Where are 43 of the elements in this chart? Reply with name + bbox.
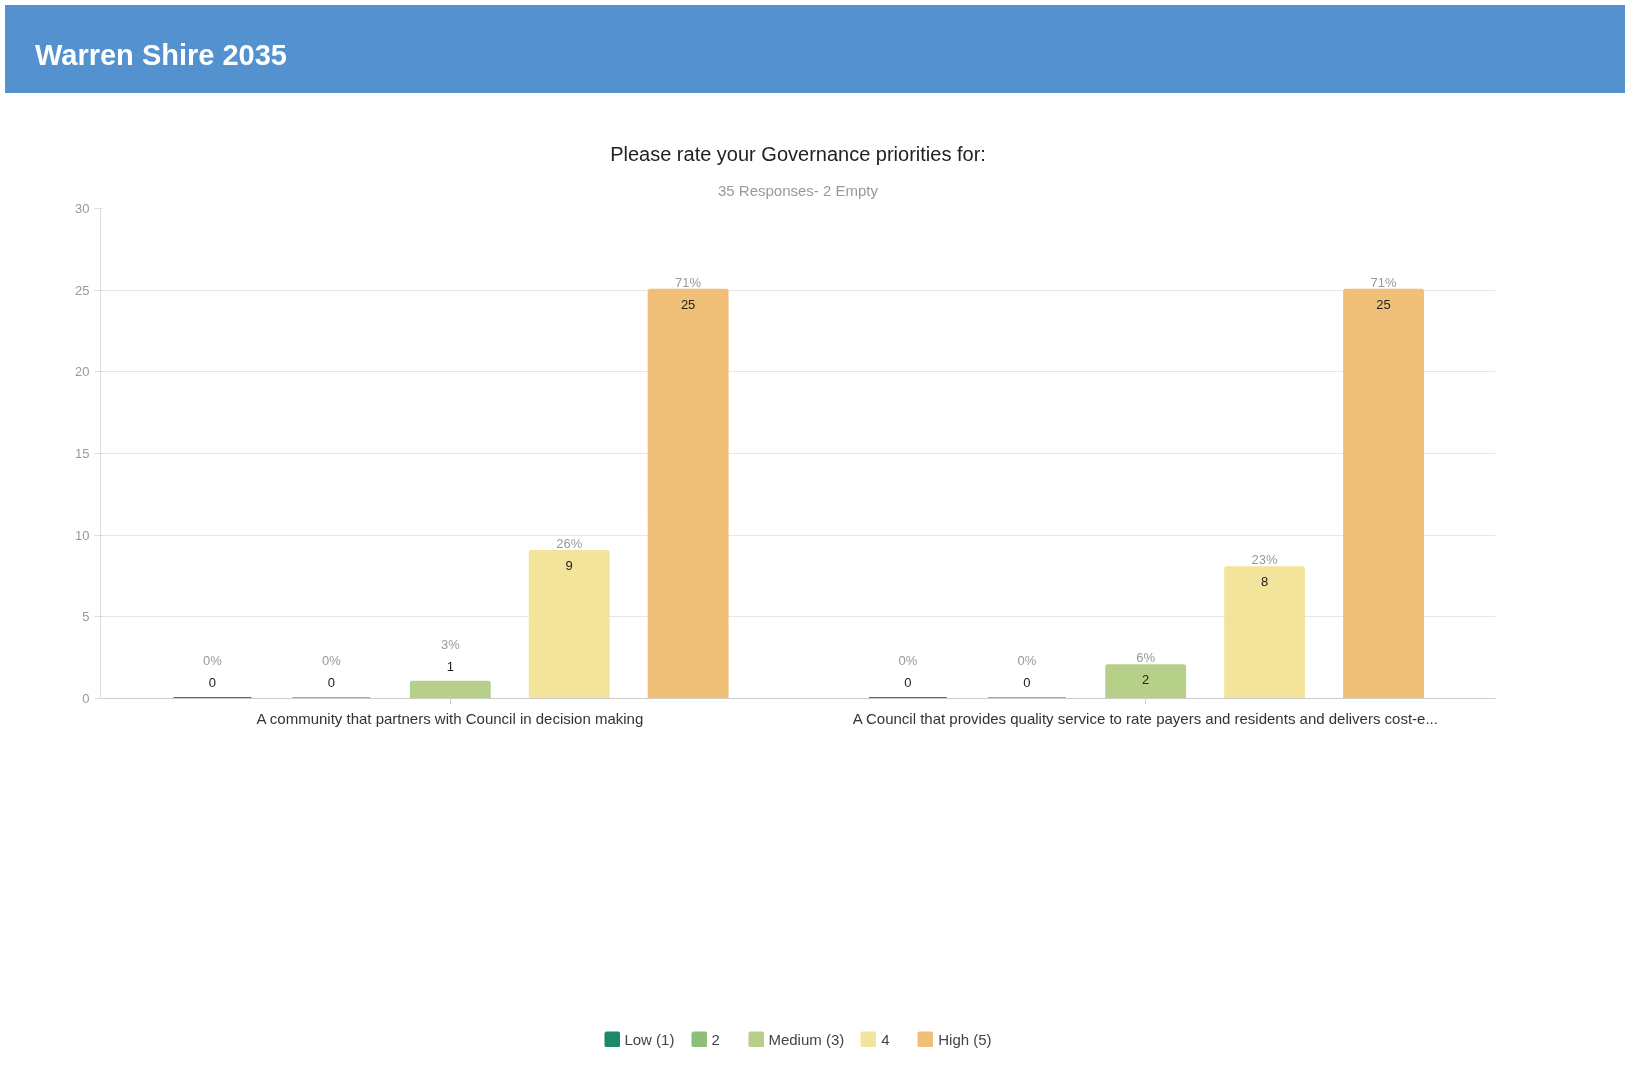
legend-label: High (5) [938,1030,992,1048]
annotation: 26% [556,536,583,551]
bar [409,680,491,699]
legend-label: 4 [881,1030,891,1048]
annotation: 23% [1251,552,1279,568]
y-tick-label: 10 [75,527,90,543]
annotation: 0% [1017,653,1037,668]
data-label: 25 [680,296,696,312]
annotation: 0% [203,653,223,668]
y-tick-label: 20 [75,364,90,380]
x-tick-label: A Council that provides quality service to rate payers and residents and delivers cost-e... [852,709,1438,727]
annotation: 3% [440,636,461,652]
data-label: 0 [327,675,335,690]
data-label: 8 [1261,574,1269,590]
legend-label: 2 [711,1030,721,1048]
annotation: 6% [1136,650,1156,666]
x-tick-label: A community that partners with Council in decision making [256,709,644,727]
annotation: 71% [1370,274,1397,290]
data-label: 2 [1142,672,1150,688]
bar [528,550,610,699]
bar [647,288,729,699]
bar [1105,664,1187,699]
y-tick-label: 5 [82,609,90,625]
annotation: 71% [675,274,702,290]
data-label: 1 [446,658,454,674]
text: Warren Shire 2035 [35,38,287,73]
data-label: 0 [208,675,217,690]
annotation: 0% [898,653,918,668]
chart-title: Please rate your Governance priorities for: [610,142,986,165]
y-tick-label: 25 [75,282,90,298]
y-tick-label: 30 [75,201,90,216]
y-tick-label: 15 [75,446,90,461]
chart-subtitle: 35 Responses- 2 Empty [717,181,879,199]
legend-label: Low (1) [624,1030,675,1048]
data-label: 0 [904,675,912,690]
data-label: 0 [1023,675,1031,690]
bar [1343,288,1424,699]
data-label: 25 [1376,296,1391,312]
annotation: 0% [321,653,342,668]
bar [1224,566,1306,699]
data-label: 9 [565,558,573,573]
y-tick-label: 0 [82,691,90,706]
legend-label: Medium (3) [768,1030,845,1048]
